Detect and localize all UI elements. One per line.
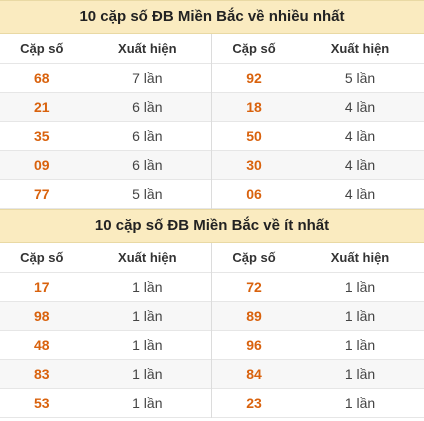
- table-row: 30 4 lần: [212, 151, 424, 180]
- pair-value[interactable]: 09: [34, 157, 50, 173]
- count-value: 4 lần: [344, 186, 376, 202]
- count-value: 1 lần: [344, 279, 376, 295]
- pair-value[interactable]: 98: [34, 308, 50, 324]
- pair-value[interactable]: 50: [246, 128, 262, 144]
- count-value: 4 lần: [344, 99, 376, 115]
- pair-value[interactable]: 92: [246, 70, 262, 86]
- table-row: 09 6 lần: [0, 151, 211, 180]
- count-value: 1 lần: [132, 395, 163, 411]
- count-value: 7 lần: [132, 70, 163, 86]
- pair-value[interactable]: 77: [34, 186, 50, 202]
- table-row: 50 4 lần: [212, 122, 424, 151]
- most-frequent-section: 10 cặp số ĐB Miền Bắc về nhiều nhất Cặp …: [0, 0, 424, 209]
- count-value: 5 lần: [344, 70, 376, 86]
- pair-value[interactable]: 72: [246, 279, 262, 295]
- col-pair-header: Cặp số: [20, 250, 64, 265]
- pair-value[interactable]: 35: [34, 128, 50, 144]
- table-row: 35 6 lần: [0, 122, 211, 151]
- table-header: Cặp số Xuất hiện: [0, 243, 211, 273]
- col-count-header: Xuất hiện: [330, 41, 390, 56]
- table-header: Cặp số Xuất hiện: [212, 34, 424, 64]
- table-row: 72 1 lần: [212, 273, 424, 302]
- table-row: 77 5 lần: [0, 180, 211, 209]
- most-frequent-tables: Cặp số Xuất hiện 68 7 lần 21 6 lần 35 6 lần…: [0, 34, 424, 209]
- least-frequent-table-right: Cặp số Xuất hiện 72 1 lần 89 1 lần 96 1 lần…: [212, 243, 424, 418]
- col-count-header: Xuất hiện: [118, 250, 177, 265]
- count-value: 1 lần: [344, 366, 376, 382]
- table-row: 68 7 lần: [0, 64, 211, 93]
- table-row: 96 1 lần: [212, 331, 424, 360]
- table-row: 17 1 lần: [0, 273, 211, 302]
- table-header: Cặp số Xuất hiện: [0, 34, 211, 64]
- count-value: 1 lần: [344, 395, 376, 411]
- pair-value[interactable]: 21: [34, 99, 50, 115]
- pair-value[interactable]: 84: [246, 366, 262, 382]
- table-row: 53 1 lần: [0, 389, 211, 418]
- table-row: 18 4 lần: [212, 93, 424, 122]
- table-row: 23 1 lần: [212, 389, 424, 418]
- col-pair-header: Cặp số: [20, 41, 64, 56]
- count-value: 5 lần: [132, 186, 163, 202]
- col-count-header: Xuất hiện: [118, 41, 177, 56]
- pair-value[interactable]: 48: [34, 337, 50, 353]
- count-value: 4 lần: [344, 157, 376, 173]
- least-frequent-title: 10 cặp số ĐB Miền Bắc về ít nhất: [0, 209, 424, 243]
- most-frequent-table-right: Cặp số Xuất hiện 92 5 lần 18 4 lần 50 4 lần…: [212, 34, 424, 209]
- least-frequent-tables: Cặp số Xuất hiện 17 1 lần 98 1 lần 48 1 lần…: [0, 243, 424, 418]
- col-count-header: Xuất hiện: [330, 250, 390, 265]
- least-frequent-section: 10 cặp số ĐB Miền Bắc về ít nhất Cặp số …: [0, 209, 424, 418]
- count-value: 4 lần: [344, 128, 376, 144]
- table-header: Cặp số Xuất hiện: [212, 243, 424, 273]
- table-row: 84 1 lần: [212, 360, 424, 389]
- most-frequent-title: 10 cặp số ĐB Miền Bắc về nhiều nhất: [0, 0, 424, 34]
- least-frequent-table-left: Cặp số Xuất hiện 17 1 lần 98 1 lần 48 1 lần…: [0, 243, 212, 418]
- count-value: 1 lần: [132, 308, 163, 324]
- col-pair-header: Cặp số: [232, 41, 276, 56]
- pair-value[interactable]: 17: [34, 279, 50, 295]
- count-value: 6 lần: [132, 128, 163, 144]
- table-row: 06 4 lần: [212, 180, 424, 209]
- most-frequent-table-left: Cặp số Xuất hiện 68 7 lần 21 6 lần 35 6 lần…: [0, 34, 212, 209]
- pair-value[interactable]: 30: [246, 157, 262, 173]
- table-row: 89 1 lần: [212, 302, 424, 331]
- table-row: 83 1 lần: [0, 360, 211, 389]
- pair-value[interactable]: 83: [34, 366, 50, 382]
- count-value: 1 lần: [132, 366, 163, 382]
- pair-value[interactable]: 68: [34, 70, 50, 86]
- col-pair-header: Cặp số: [232, 250, 276, 265]
- table-row: 21 6 lần: [0, 93, 211, 122]
- pair-value[interactable]: 23: [246, 395, 262, 411]
- count-value: 1 lần: [132, 279, 163, 295]
- count-value: 6 lần: [132, 157, 163, 173]
- pair-value[interactable]: 18: [246, 99, 262, 115]
- count-value: 6 lần: [132, 99, 163, 115]
- table-row: 98 1 lần: [0, 302, 211, 331]
- count-value: 1 lần: [132, 337, 163, 353]
- pair-value[interactable]: 06: [246, 186, 262, 202]
- pair-value[interactable]: 53: [34, 395, 50, 411]
- count-value: 1 lần: [344, 337, 376, 353]
- table-row: 92 5 lần: [212, 64, 424, 93]
- pair-value[interactable]: 89: [246, 308, 262, 324]
- pair-value[interactable]: 96: [246, 337, 262, 353]
- table-row: 48 1 lần: [0, 331, 211, 360]
- count-value: 1 lần: [344, 308, 376, 324]
